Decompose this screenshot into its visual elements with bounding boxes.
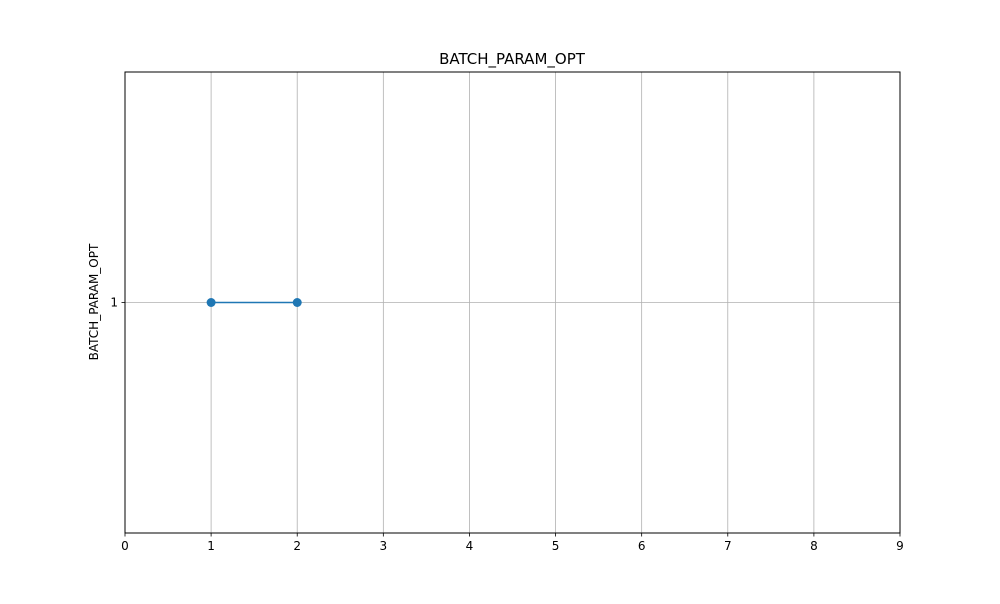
data-point-marker: [292, 298, 302, 307]
chart-title: BATCH_PARAM_OPT: [439, 50, 586, 69]
x-tick-label: 7: [724, 539, 732, 553]
x-tick-label: 1: [207, 539, 215, 553]
x-tick-label: 2: [293, 539, 301, 553]
data-point-marker: [206, 298, 216, 307]
y-axis-ticks: 1: [110, 296, 125, 310]
y-tick-label: 1: [110, 296, 118, 310]
x-tick-label: 5: [552, 539, 560, 553]
x-tick-label: 3: [380, 539, 388, 553]
x-tick-label: 9: [896, 539, 904, 553]
grid-lines: [125, 72, 900, 533]
x-tick-label: 6: [638, 539, 646, 553]
x-tick-label: 8: [810, 539, 818, 553]
data-series: [206, 298, 302, 307]
x-tick-label: 4: [466, 539, 474, 553]
x-tick-label: 0: [121, 539, 129, 553]
y-axis-label: BATCH_PARAM_OPT: [87, 243, 101, 360]
x-axis-ticks: 0 1 2 3 4 5 6 7 8 9: [121, 533, 904, 553]
